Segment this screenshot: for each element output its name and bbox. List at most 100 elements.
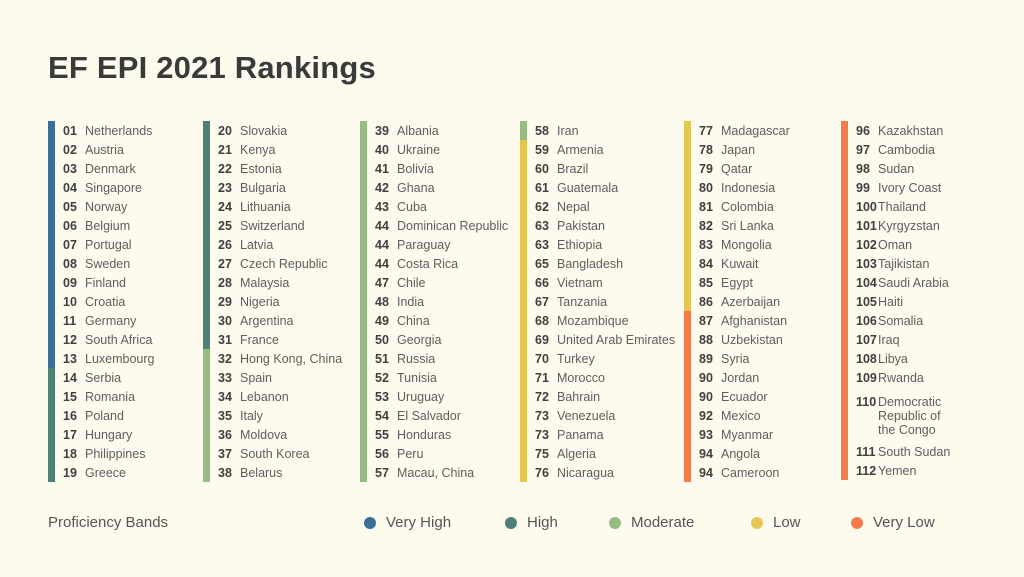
band-bar-high xyxy=(203,140,210,159)
band-bar-low xyxy=(520,368,527,387)
ranking-row: 97 Cambodia xyxy=(841,140,1001,159)
ranking-row: 13 Luxembourg xyxy=(48,349,208,368)
rank-number: 06 xyxy=(63,218,77,233)
ranking-row: 04 Singapore xyxy=(48,178,208,197)
ranking-row: 27 Czech Republic xyxy=(203,254,363,273)
ranking-row: 98 Sudan xyxy=(841,159,1001,178)
ranking-row: 44 Paraguay xyxy=(360,235,520,254)
band-bar-high xyxy=(203,121,210,140)
ranking-row: 102 Oman xyxy=(841,235,1001,254)
band-bar-low xyxy=(520,349,527,368)
rank-number: 100 xyxy=(856,199,877,214)
country-name: Nicaragua xyxy=(557,465,614,480)
rank-number: 26 xyxy=(218,237,232,252)
ranking-row: 24 Lithuania xyxy=(203,197,363,216)
country-name: Morocco xyxy=(557,370,605,385)
rank-number: 48 xyxy=(375,294,389,309)
rank-number: 44 xyxy=(375,218,389,233)
ranking-row: 79 Qatar xyxy=(684,159,844,178)
legend-item-very-high: Very High xyxy=(364,514,451,531)
ranking-row: 47 Chile xyxy=(360,273,520,292)
rank-number: 37 xyxy=(218,446,232,461)
country-name: Lebanon xyxy=(240,389,289,404)
ranking-column: 58 Iran 59 Armenia 60 Brazil 61 Guatemala 62 Nepa… xyxy=(520,121,680,482)
band-bar-high xyxy=(203,330,210,349)
rank-number: 62 xyxy=(535,199,549,214)
rank-number: 32 xyxy=(218,351,232,366)
country-name: Thailand xyxy=(878,199,926,214)
ranking-row: 107 Iraq xyxy=(841,330,1001,349)
rank-number: 90 xyxy=(699,370,713,385)
rank-number: 02 xyxy=(63,142,77,157)
rank-number: 61 xyxy=(535,180,549,195)
rank-number: 47 xyxy=(375,275,389,290)
ranking-row: 67 Tanzania xyxy=(520,292,680,311)
ranking-row: 11 Germany xyxy=(48,311,208,330)
rank-number: 11 xyxy=(63,313,77,328)
band-bar-very-high xyxy=(48,273,55,292)
band-bar-moderate xyxy=(360,330,367,349)
rank-number: 93 xyxy=(699,427,713,442)
band-bar-low xyxy=(520,254,527,273)
band-bar-very-low xyxy=(841,461,848,480)
legend-label: Moderate xyxy=(631,514,695,531)
band-bar-very-low xyxy=(841,197,848,216)
band-bar-moderate xyxy=(360,216,367,235)
country-name: Algeria xyxy=(557,446,596,461)
band-bar-high xyxy=(203,178,210,197)
country-name: Rwanda xyxy=(878,370,924,385)
ranking-row: 73 Panama xyxy=(520,425,680,444)
rank-number: 67 xyxy=(535,294,549,309)
ranking-row: 29 Nigeria xyxy=(203,292,363,311)
country-name: Somalia xyxy=(878,313,924,328)
rank-number: 87 xyxy=(699,313,713,328)
country-name: Kazakhstan xyxy=(878,123,944,138)
ranking-row: 12 South Africa xyxy=(48,330,208,349)
ranking-row: 62 Nepal xyxy=(520,197,680,216)
country-name: Mexico xyxy=(721,408,761,423)
rank-number: 25 xyxy=(218,218,232,233)
ranking-row: 43 Cuba xyxy=(360,197,520,216)
band-bar-low xyxy=(520,311,527,330)
band-bar-low xyxy=(684,216,691,235)
country-name: Finland xyxy=(85,275,126,290)
band-bar-very-high xyxy=(48,159,55,178)
band-bar-moderate xyxy=(360,292,367,311)
rank-number: 92 xyxy=(699,408,713,423)
rank-number: 88 xyxy=(699,332,713,347)
ranking-row: 111 South Sudan xyxy=(841,442,1001,461)
band-bar-moderate xyxy=(203,406,210,425)
country-name: Uruguay xyxy=(397,389,445,404)
legend-dot-icon xyxy=(851,516,863,529)
ranking-row: 87 Afghanistan xyxy=(684,311,844,330)
band-bar-low xyxy=(684,121,691,140)
ranking-row: 36 Moldova xyxy=(203,425,363,444)
band-bar-moderate xyxy=(360,368,367,387)
country-name: Turkey xyxy=(557,351,595,366)
country-name: Switzerland xyxy=(240,218,305,233)
rank-number: 53 xyxy=(375,389,389,404)
rank-number: 55 xyxy=(375,427,389,442)
band-bar-low xyxy=(520,292,527,311)
rank-number: 20 xyxy=(218,123,232,138)
ranking-row: 17 Hungary xyxy=(48,425,208,444)
band-bar-very-low xyxy=(684,463,691,482)
band-bar-very-low xyxy=(684,349,691,368)
country-name: Slovakia xyxy=(240,123,288,138)
ranking-row: 09 Finland xyxy=(48,273,208,292)
country-name: Armenia xyxy=(557,142,604,157)
ranking-row: 80 Indonesia xyxy=(684,178,844,197)
band-bar-low xyxy=(520,273,527,292)
ranking-row: 109 Rwanda xyxy=(841,368,1001,387)
ranking-row: 08 Sweden xyxy=(48,254,208,273)
ranking-row: 33 Spain xyxy=(203,368,363,387)
ranking-column: 39 Albania 40 Ukraine 41 Bolivia 42 Ghana 43 Cuba… xyxy=(360,121,520,482)
ranking-row: 16 Poland xyxy=(48,406,208,425)
band-bar-high xyxy=(203,292,210,311)
country-name: Italy xyxy=(240,408,263,423)
ranking-row: 14 Serbia xyxy=(48,368,208,387)
ranking-row: 63 Pakistan xyxy=(520,216,680,235)
country-name: Germany xyxy=(85,313,137,328)
ranking-row: 42 Ghana xyxy=(360,178,520,197)
band-bar-low xyxy=(520,159,527,178)
